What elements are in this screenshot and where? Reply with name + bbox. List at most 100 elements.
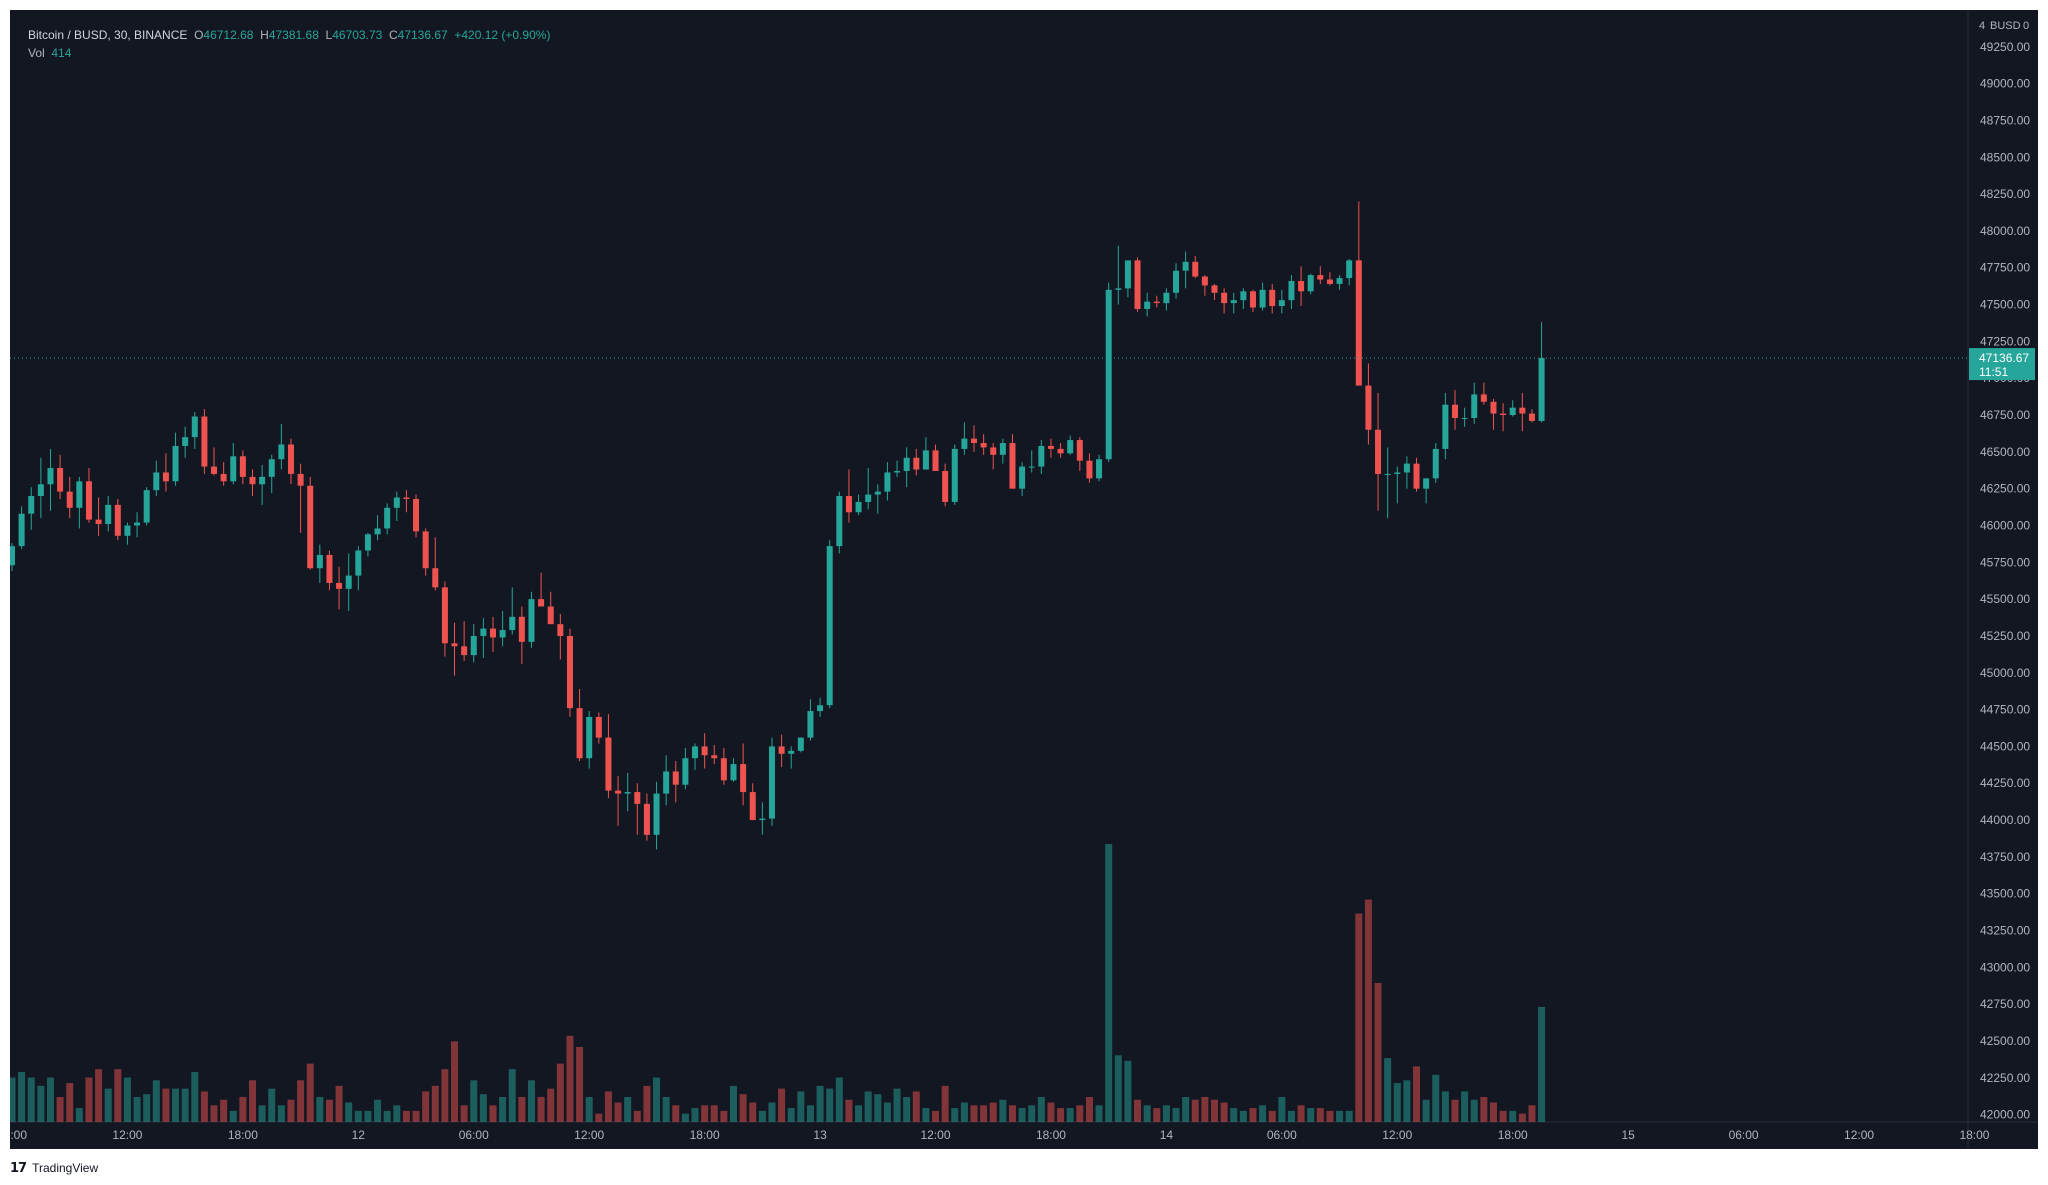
y-tick-label: 46250.00 [1980, 482, 2030, 496]
volume-bar [191, 1071, 199, 1122]
candle [268, 454, 275, 494]
currency-label: BUSD [1990, 20, 2021, 32]
volume-bar [922, 1108, 930, 1122]
volume-bar [566, 1035, 574, 1122]
candle [624, 772, 631, 812]
volume-bar [951, 1108, 959, 1122]
volume-bar [1384, 1058, 1392, 1122]
candle [749, 783, 756, 821]
candle [1096, 454, 1103, 482]
x-tick-label: 15 [1621, 1128, 1635, 1142]
volume-bar [1307, 1108, 1315, 1122]
x-tick-label: 06:00 [459, 1128, 489, 1142]
volume-bar [354, 1110, 362, 1122]
y-tick-label: 48750.00 [1980, 113, 2030, 127]
x-tick-label: 06:00 [1267, 1128, 1297, 1142]
candle [1038, 440, 1045, 474]
volume-bar [441, 1069, 449, 1122]
volume-bar [1278, 1096, 1286, 1122]
open-label: O [194, 28, 204, 42]
x-tick-label: 18:00 [1036, 1128, 1066, 1142]
volume-bar [778, 1088, 786, 1122]
candle [855, 494, 862, 516]
volume-bar [730, 1085, 737, 1122]
volume-bar [1480, 1096, 1488, 1122]
candle [105, 496, 112, 532]
candle [720, 747, 727, 785]
volume-bar [835, 1077, 843, 1122]
volume-bar [874, 1094, 882, 1122]
candle [1163, 288, 1170, 311]
volume-bar [172, 1088, 180, 1122]
volume-bar [1220, 1102, 1228, 1122]
volume-bar [1211, 1099, 1218, 1122]
volume-bar [249, 1080, 256, 1122]
y-tick-label: 42000.00 [1980, 1108, 2030, 1122]
candle [1067, 435, 1074, 455]
volume-bar [1037, 1096, 1045, 1122]
candle [1519, 392, 1526, 432]
footer-branding[interactable]: 17 TradingView [10, 1156, 98, 1180]
volume-bar [402, 1110, 410, 1122]
y-tick-label: 44250.00 [1980, 776, 2030, 790]
volume-bar [1114, 1055, 1122, 1122]
volume-bar [383, 1110, 391, 1122]
volume-bar [1018, 1108, 1026, 1122]
volume-bar [1489, 1102, 1497, 1122]
y-tick-label: 44750.00 [1980, 703, 2030, 717]
volume-bar [845, 1099, 853, 1122]
volume-bar [1143, 1105, 1151, 1122]
candle [1086, 453, 1093, 483]
volume-bar [970, 1105, 978, 1122]
volume-bar [1191, 1099, 1199, 1122]
volume-bar [527, 1080, 535, 1122]
y-tick-label: 43500.00 [1980, 887, 2030, 901]
volume-bar [1538, 1006, 1546, 1122]
candle [759, 802, 766, 835]
candle [557, 613, 564, 660]
candle [845, 469, 852, 523]
volume-bar [27, 1077, 35, 1122]
volume-bar [1393, 1083, 1401, 1122]
candle [932, 444, 939, 472]
candle [1249, 289, 1256, 312]
y-tick-label: 48500.00 [1980, 150, 2030, 164]
candle [884, 462, 891, 501]
candle [211, 447, 218, 476]
chart-panel[interactable]: 42000.00 42250.00 42500.00 42750.00 43000.00… [10, 10, 2038, 1149]
volume-bar [797, 1091, 805, 1122]
y-tick-label: 45500.00 [1980, 592, 2030, 606]
volume-bar [556, 1063, 564, 1122]
volume-label[interactable]: Vol [28, 46, 45, 60]
y-tick-label: 49000.00 [1980, 77, 2030, 91]
candle [95, 497, 102, 536]
candle [1028, 450, 1035, 473]
volume-bar [431, 1085, 439, 1122]
candle [393, 491, 400, 522]
volume-bar [1297, 1105, 1305, 1122]
volume-bar [1413, 1066, 1421, 1122]
volume-bar [1326, 1110, 1334, 1122]
candle [1500, 403, 1507, 432]
candle [37, 457, 44, 519]
x-tick-label: 12 [352, 1128, 366, 1142]
volume-bar [758, 1110, 766, 1122]
y-tick-label: 44500.00 [1980, 739, 2030, 753]
volume-bar [393, 1105, 401, 1122]
volume-bar [1201, 1096, 1209, 1122]
high-value: 47381.68 [268, 28, 319, 42]
candle [1355, 201, 1362, 386]
candlestick-chart[interactable]: 42000.00 42250.00 42500.00 42750.00 43000.00… [10, 10, 2038, 1149]
volume-bar [1336, 1110, 1344, 1122]
y-tick-label: 44000.00 [1980, 813, 2030, 827]
candle [538, 572, 545, 607]
volume-bar [787, 1108, 795, 1122]
candle [480, 618, 487, 659]
volume-bar [595, 1113, 603, 1122]
symbol-title[interactable]: Bitcoin / BUSD, 30, BINANCE [28, 28, 188, 42]
candle [259, 465, 266, 505]
candle [1461, 407, 1468, 427]
x-tick-label: 14 [1160, 1128, 1174, 1142]
candle [182, 426, 189, 458]
candle [1490, 398, 1497, 430]
